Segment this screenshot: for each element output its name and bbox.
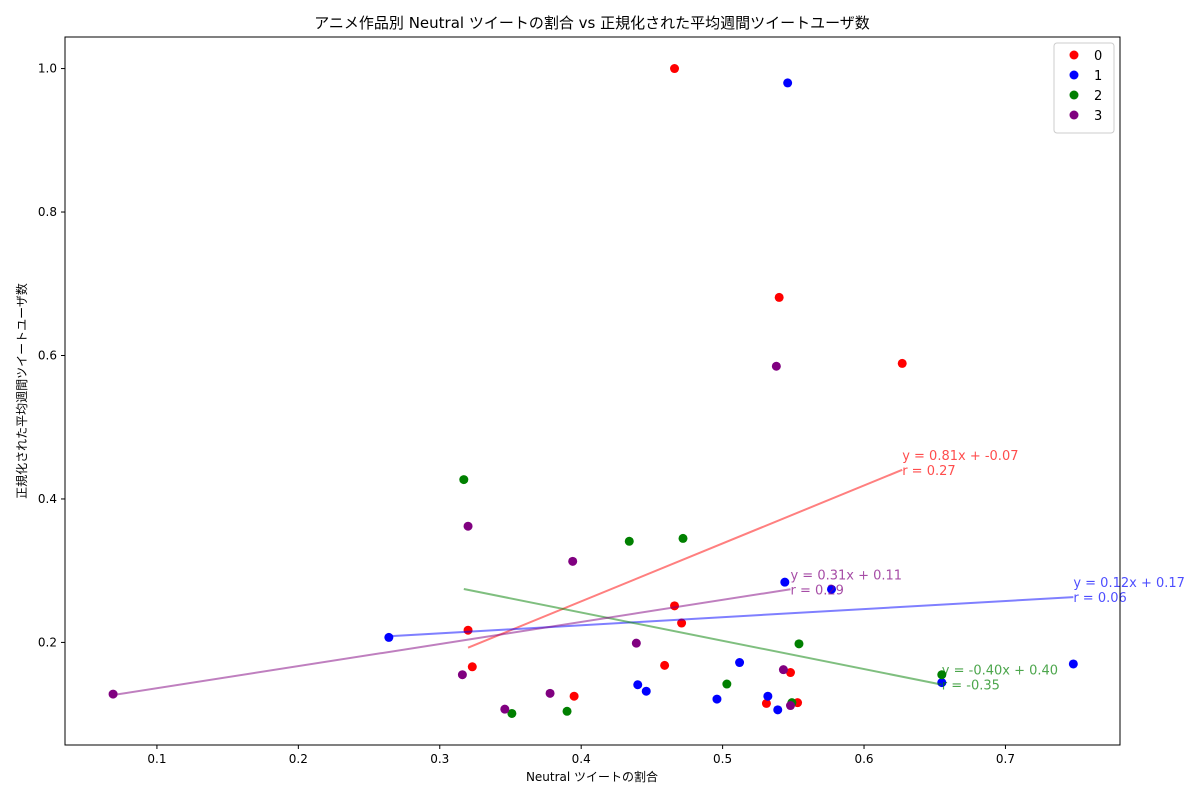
- series-3: [108, 361, 795, 714]
- legend-marker: [1069, 50, 1079, 60]
- trendline-series-3: [112, 588, 791, 697]
- data-point: [677, 618, 687, 628]
- x-tick-label: 0.4: [572, 752, 591, 766]
- trendline-equation: y = 0.12x + 0.17: [1073, 576, 1185, 591]
- legend-marker: [1069, 90, 1079, 100]
- trendline-series-1: [388, 596, 1074, 638]
- data-point: [783, 78, 793, 88]
- trendline-r-value: r = 0.29: [790, 583, 843, 598]
- y-tick-label: 0.8: [38, 205, 57, 219]
- legend-label: 1: [1094, 69, 1102, 84]
- plot-frame: [64, 36, 1121, 746]
- x-tick-label: 0.1: [147, 752, 166, 766]
- data-point: [761, 698, 771, 708]
- x-tick-label: 0.5: [713, 752, 732, 766]
- data-point: [827, 584, 837, 594]
- data-point: [459, 475, 469, 485]
- trendline-equation: y = 0.31x + 0.11: [790, 568, 902, 583]
- x-axis: 0.1 0.2 0.3 0.4 0.5 0.6 0.7: [147, 745, 1015, 766]
- data-point: [568, 556, 578, 566]
- x-tick-label: 0.3: [430, 752, 449, 766]
- legend: 0 1 2 3: [1053, 42, 1115, 134]
- y-tick-label: 1.0: [38, 62, 57, 76]
- data-point: [624, 536, 634, 546]
- data-point: [773, 705, 783, 715]
- trendline-r-value: r = -0.35: [942, 679, 1000, 694]
- data-point: [384, 632, 394, 642]
- data-point: [467, 662, 477, 672]
- trendline-r-value: r = 0.27: [902, 464, 955, 479]
- data-point: [735, 658, 745, 668]
- data-point: [778, 665, 788, 675]
- data-point: [771, 361, 781, 371]
- data-point: [562, 706, 572, 716]
- trendline-series-2: [463, 588, 943, 686]
- series-2: [459, 475, 947, 718]
- legend-marker: [1069, 70, 1079, 80]
- plot-area: y = 0.81x + -0.07r = 0.27 y = 0.12x + 0.1…: [108, 64, 1185, 718]
- x-tick-label: 0.6: [854, 752, 873, 766]
- data-point: [785, 668, 795, 678]
- x-tick-label: 0.7: [996, 752, 1015, 766]
- x-tick-label: 0.2: [289, 752, 308, 766]
- data-point: [631, 638, 641, 648]
- data-point: [545, 688, 555, 698]
- y-axis: 0.2 0.4 0.6 0.8 1.0: [38, 62, 65, 649]
- data-point: [897, 358, 907, 368]
- y-tick-label: 0.4: [38, 492, 57, 506]
- legend-label: 2: [1094, 89, 1102, 104]
- data-point: [722, 679, 732, 689]
- y-tick-label: 0.2: [38, 635, 57, 649]
- data-point: [1068, 659, 1078, 669]
- data-point: [507, 708, 517, 718]
- data-point: [569, 691, 579, 701]
- trendline-equation: y = 0.81x + -0.07: [902, 449, 1018, 464]
- data-point: [633, 680, 643, 690]
- series-1: [384, 78, 1078, 715]
- legend-label: 0: [1094, 49, 1102, 64]
- legend-box: [1053, 42, 1115, 134]
- x-axis-label: Neutral ツイートの割合: [526, 769, 658, 784]
- data-point: [785, 701, 795, 711]
- data-point: [463, 625, 473, 635]
- data-point: [937, 670, 947, 680]
- data-point: [463, 521, 473, 531]
- trendline-r-value: r = 0.06: [1073, 591, 1126, 606]
- trendline-series-0: [467, 468, 903, 649]
- data-point: [712, 694, 722, 704]
- legend-label: 3: [1094, 109, 1102, 124]
- chart-title: アニメ作品別 Neutral ツイートの割合 vs 正規化された平均週間ツイート…: [314, 14, 870, 32]
- data-point: [641, 686, 651, 696]
- data-point: [774, 292, 784, 302]
- data-point: [500, 704, 510, 714]
- trendline-equation: y = -0.40x + 0.40: [942, 664, 1058, 679]
- legend-marker: [1069, 110, 1079, 120]
- data-point: [780, 577, 790, 587]
- data-point: [660, 660, 670, 670]
- data-point: [794, 639, 804, 649]
- data-point: [670, 601, 680, 611]
- data-point: [457, 670, 467, 680]
- y-axis-label: 正規化された平均週間ツイートユーザ数: [14, 283, 29, 499]
- y-tick-label: 0.6: [38, 348, 57, 362]
- data-point: [670, 64, 680, 74]
- data-point: [763, 691, 773, 701]
- data-point: [678, 533, 688, 543]
